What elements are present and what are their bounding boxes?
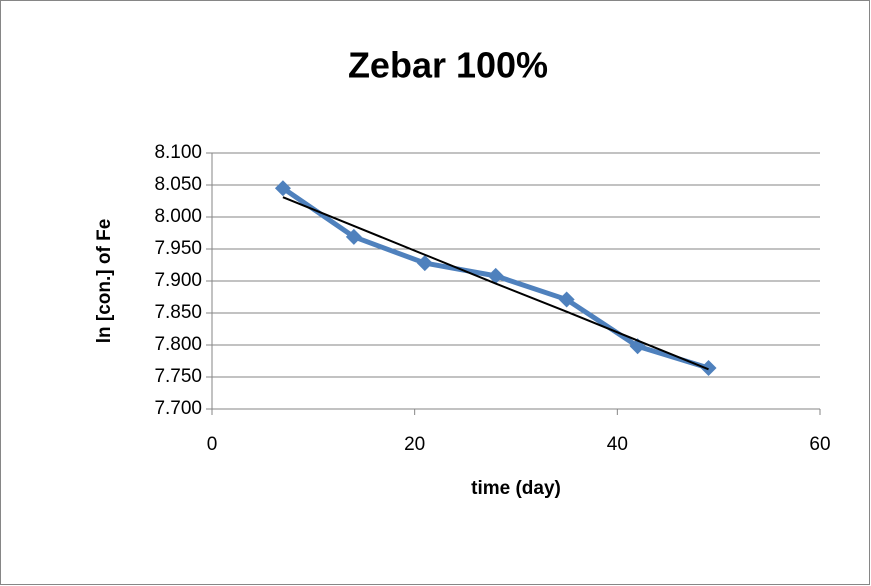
- data-point: [416, 255, 433, 272]
- y-tick-label: 7.950: [154, 238, 202, 259]
- x-tick-label: 60: [809, 434, 830, 455]
- data-point: [700, 360, 717, 377]
- data-point: [274, 180, 291, 197]
- data-point: [487, 267, 504, 284]
- trend-line: [282, 196, 709, 371]
- y-tick-label: 7.750: [154, 366, 202, 387]
- x-tick-label: 0: [207, 434, 218, 455]
- y-axis-label: ln [con.] of Fe: [94, 219, 115, 344]
- y-tick-label: 7.900: [154, 270, 202, 291]
- y-tick-label: 8.000: [154, 206, 202, 227]
- y-tick-label: 7.850: [154, 302, 202, 323]
- data-point: [558, 291, 575, 308]
- y-tick-label: 8.050: [154, 174, 202, 195]
- x-tick-label: 20: [404, 434, 425, 455]
- data-point: [345, 228, 362, 245]
- chart-title: Zebar 100%: [348, 45, 548, 86]
- y-tick-label: 8.100: [154, 142, 202, 163]
- x-tick-label: 40: [607, 434, 628, 455]
- y-tick-label: 7.700: [154, 398, 202, 419]
- x-axis-label: time (day): [471, 478, 561, 499]
- y-tick-label: 7.800: [154, 334, 202, 355]
